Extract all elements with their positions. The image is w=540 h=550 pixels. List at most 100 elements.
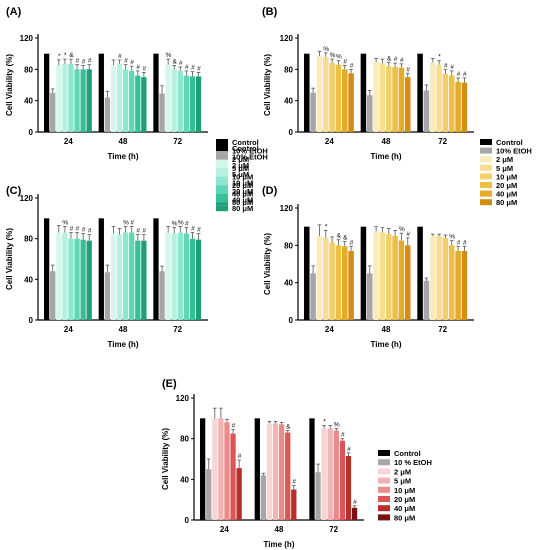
bar <box>379 232 386 320</box>
bar <box>129 232 135 320</box>
bar <box>436 236 442 320</box>
legend-swatch <box>480 139 492 145</box>
bar <box>195 76 202 132</box>
legend-label: 10% EtOH <box>232 153 268 162</box>
bar <box>348 73 354 132</box>
legend-label: 20 μM <box>496 181 517 190</box>
legend-label: Control <box>394 449 421 458</box>
bar <box>44 218 50 320</box>
bar <box>405 77 411 132</box>
x-tick-label: 24 <box>325 325 334 334</box>
bar <box>348 250 354 320</box>
significance-label: % <box>330 52 336 59</box>
x-tick-label: 48 <box>275 525 284 534</box>
significance-label: # <box>463 239 467 246</box>
bar <box>272 423 279 520</box>
significance-label: # <box>136 228 140 235</box>
legend-swatch <box>480 156 492 163</box>
legend-label: Control <box>232 138 259 147</box>
bar <box>461 82 468 132</box>
bar <box>345 455 352 520</box>
bar <box>351 507 358 520</box>
bar <box>104 97 111 132</box>
y-tick-label: 120 <box>20 34 34 43</box>
bar <box>423 280 430 320</box>
bar <box>360 226 367 320</box>
legend-label: 5 μM <box>232 170 249 179</box>
significance-label: # <box>185 64 189 71</box>
significance-label: % <box>399 226 405 233</box>
bar <box>189 76 196 132</box>
bar <box>386 234 392 320</box>
significance-label: & <box>337 233 342 240</box>
bar <box>56 232 62 320</box>
bar <box>386 66 392 132</box>
bar <box>183 75 190 132</box>
y-tick-label: 80 <box>24 235 33 244</box>
significance-label: # <box>179 60 183 67</box>
significance-label: % <box>178 219 184 226</box>
legend-swatch <box>216 139 228 145</box>
bar <box>315 472 321 520</box>
legend-swatch <box>216 170 228 177</box>
bar <box>316 56 323 133</box>
legend-label: 5 μM <box>496 164 513 173</box>
significance-label: % <box>172 220 178 227</box>
bar <box>442 74 449 132</box>
significance-label: # <box>82 58 86 65</box>
bar <box>285 432 291 520</box>
significance-label: # <box>347 446 351 453</box>
bar <box>44 53 50 132</box>
legend-label: 5 μM <box>232 164 249 173</box>
significance-label: # <box>142 228 146 235</box>
x-tick-label: 48 <box>119 325 128 334</box>
significance-label: # <box>88 228 92 235</box>
significance-label: % <box>62 219 68 226</box>
legend-label: 40 μM <box>232 196 253 205</box>
significance-label: & <box>69 52 74 59</box>
bar <box>360 53 367 132</box>
legend-label: 20 μM <box>232 181 253 190</box>
bar <box>153 218 159 320</box>
significance-label: # <box>350 239 354 246</box>
significance-label: * <box>325 223 328 230</box>
bar <box>135 240 141 320</box>
significance-label: # <box>136 64 140 71</box>
bar <box>405 245 411 320</box>
x-tick-label: 48 <box>382 137 391 146</box>
y-tick-label: 80 <box>180 435 189 444</box>
significance-label: % <box>449 234 455 241</box>
bar <box>230 433 236 520</box>
y-tick-label: 40 <box>24 97 33 106</box>
significance-label: % <box>323 46 329 53</box>
bar <box>417 226 423 320</box>
significance-label: % <box>123 219 129 226</box>
legend-swatch <box>216 205 228 212</box>
y-tick-label: 0 <box>289 316 294 325</box>
bar <box>80 69 86 132</box>
bar <box>135 75 141 132</box>
bar <box>266 423 273 520</box>
legend-swatch <box>480 164 492 171</box>
bar <box>304 226 310 320</box>
legend-swatch <box>378 505 390 512</box>
bar <box>254 418 260 520</box>
y-axis-title: Cell Viability (%) <box>263 54 272 116</box>
significance-label: # <box>70 226 74 233</box>
x-tick-label: 24 <box>325 137 334 146</box>
bar <box>323 56 329 132</box>
x-tick-label: 72 <box>329 525 338 534</box>
legend-label: Control <box>496 138 523 147</box>
significance-label: # <box>82 227 86 234</box>
bar <box>327 428 333 520</box>
bar <box>335 64 342 132</box>
significance-label: & <box>343 235 348 242</box>
significance-label: # <box>406 66 410 73</box>
bar <box>177 232 183 320</box>
bar <box>430 62 436 132</box>
legend-label: 80 μM <box>232 198 253 207</box>
legend-swatch <box>216 179 228 186</box>
